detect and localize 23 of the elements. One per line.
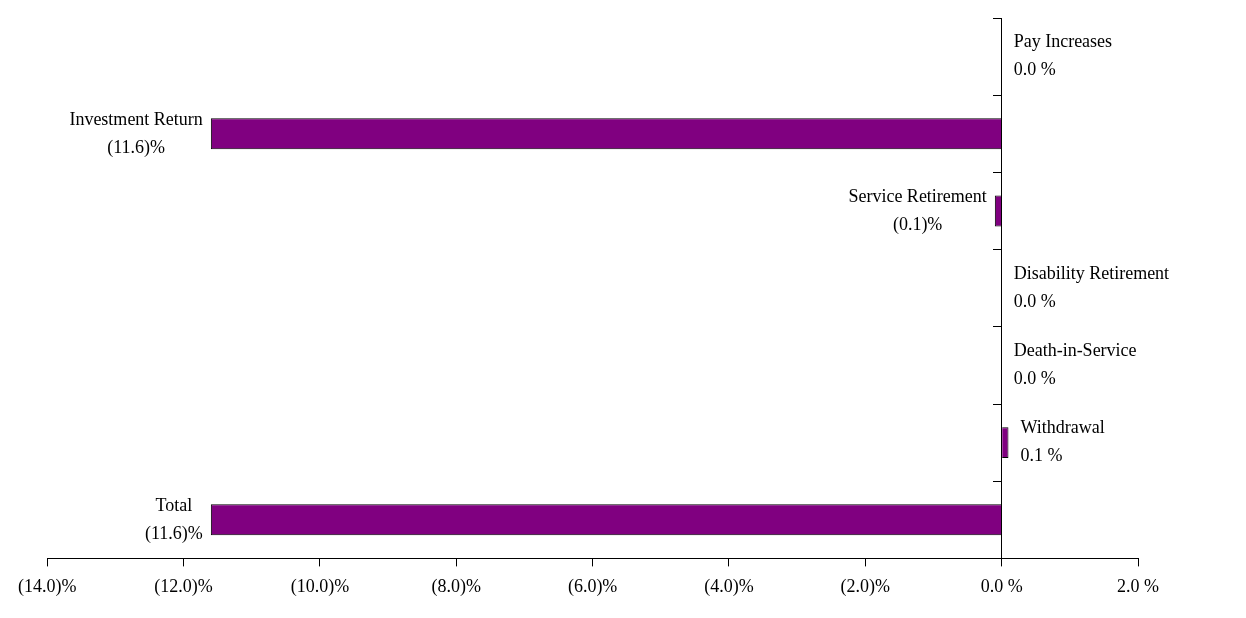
x-tick-label: (6.0)% (567, 575, 618, 597)
y-tick-label: Pay Increases (1013, 31, 1113, 52)
y-tick-label: Total (155, 494, 193, 515)
x-tick-label: (14.0)% (18, 575, 77, 597)
data-label: (11.6)% (145, 522, 203, 544)
data-label: (11.6)% (107, 136, 166, 158)
x-tick-label: (8.0)% (431, 575, 482, 597)
data-label: (0.1)% (892, 213, 943, 235)
y-tick-label: Service Retirement (848, 185, 987, 206)
x-tick-label: 0.0 % (980, 575, 1023, 596)
data-label: 0.0 % (1013, 290, 1056, 311)
y-tick-label: Death-in-Service (1013, 340, 1137, 361)
x-tick-label: (12.0)% (154, 575, 213, 597)
x-tick-label: 2.0 % (1117, 575, 1159, 596)
y-tick-label: Investment Return (69, 108, 203, 129)
y-tick-label: Disability Retirement (1013, 262, 1170, 283)
y-tick-label: Withdrawal (1020, 417, 1105, 438)
data-label: 0.0 % (1013, 368, 1056, 389)
x-tick-label: (2.0)% (840, 575, 891, 597)
x-tick-label: (10.0)% (290, 575, 350, 597)
x-tick-label: (4.0)% (704, 575, 754, 597)
data-label: 0.1 % (1020, 445, 1063, 466)
data-label: 0.0 % (1013, 59, 1056, 80)
